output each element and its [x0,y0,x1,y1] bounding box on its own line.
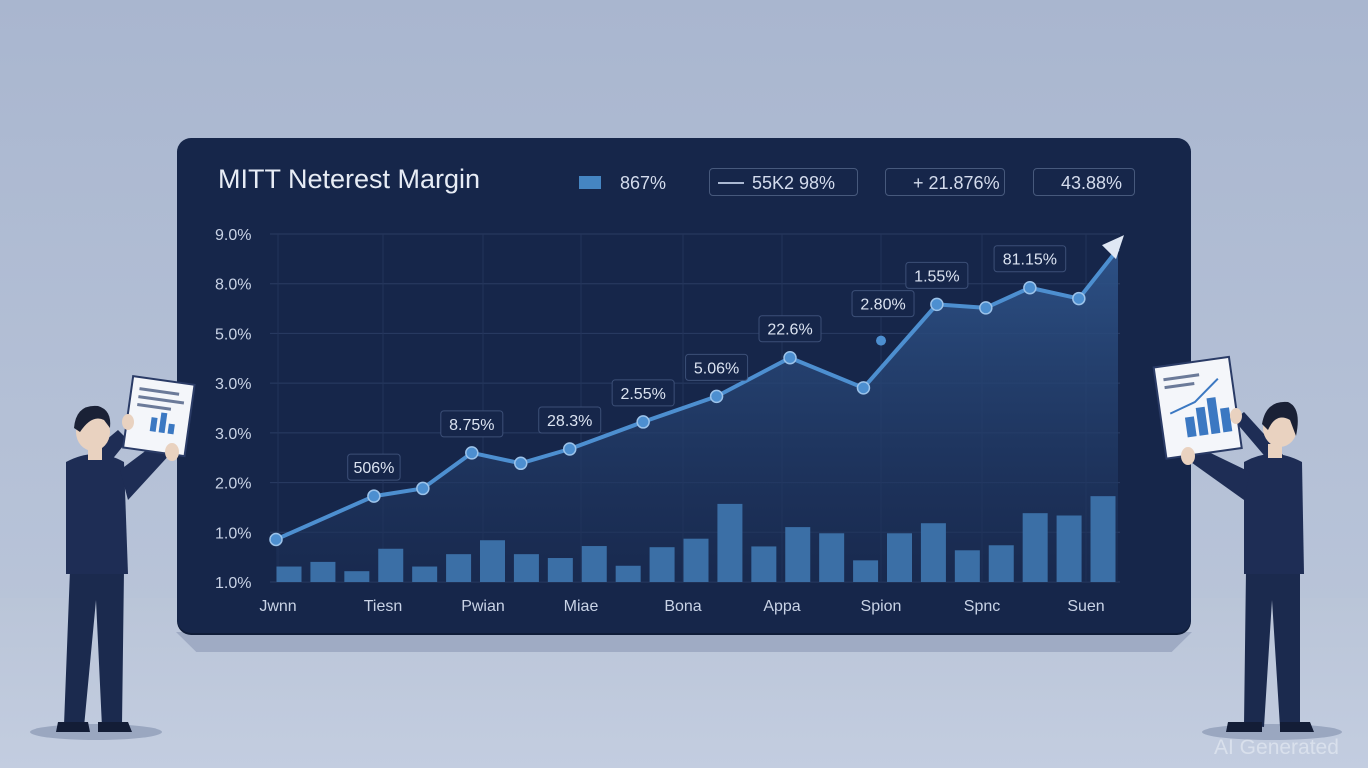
data-label-box [347,453,401,481]
x-tick-label: Bona [664,598,701,615]
data-label: 8.75% [449,417,494,434]
data-label-box [685,353,749,381]
board-shadow [176,632,1192,652]
bar [954,550,980,582]
bar [988,545,1014,582]
axis-labels: 9.0% 8.0% 5.0% 3.0% 3.0% 2.0% 1.0% 1.0% Jwnn Ties… [215,227,1105,615]
line-point [856,381,871,395]
bar [683,538,709,582]
data-label: 2.55% [620,386,665,403]
bar [920,523,946,582]
data-label-box [440,410,504,438]
line-point [930,297,944,312]
data-label: 1.55% [914,268,959,285]
person-left-illustration [30,375,196,740]
y-tick-label: 9.0% [215,227,251,244]
x-tick-label: Spnc [964,598,1000,615]
chart-title: MITT Neterest Margin [218,164,481,194]
bar [649,547,675,582]
line-point [1023,280,1037,295]
bar-series [276,496,1116,582]
data-label: 22.6% [767,322,812,339]
legend-box-total [1033,168,1135,196]
bar [717,503,743,582]
data-label: 506% [353,460,394,477]
bar [412,566,438,582]
line-point [562,442,577,456]
legend-line-swatch [718,182,744,184]
bar [276,566,302,582]
line-area-fill [276,249,1118,582]
line-point [416,481,430,496]
x-tick-label: Suen [1067,598,1104,615]
data-label: 2.80% [860,297,905,314]
bar [513,554,539,582]
legend-bar-label: 867% [620,173,667,193]
line-point [636,415,650,429]
line-arrowhead [1102,235,1124,260]
bar [887,533,912,582]
bar [751,546,777,582]
line-point [1072,291,1086,306]
line-point [465,446,479,460]
bar [785,527,811,582]
line-point [269,532,283,547]
bar [446,554,472,582]
y-tick-label: 3.0% [215,426,251,443]
line-point [783,350,797,365]
legend-total-label: 43.88% [1061,173,1123,193]
data-label-box [851,290,915,318]
line-point [514,456,528,471]
line-point [979,301,993,315]
x-tick-label: Pwian [461,598,505,615]
bar [480,540,505,582]
bar [378,548,404,582]
data-label-box [538,406,602,434]
legend-bar-swatch [579,176,601,189]
line-point [367,489,381,503]
data-label-box [905,261,969,289]
bar [1090,496,1116,582]
x-tick-label: Jwnn [259,598,296,615]
data-label-box [611,379,675,407]
x-tick-label: Miae [564,598,599,615]
y-tick-label: 1.0% [215,525,251,542]
line-point [709,389,724,404]
legend-change-label: + 21.876% [913,173,1000,193]
y-tick-label: 1.0% [215,575,251,592]
y-tick-label: 5.0% [215,326,251,343]
data-label-box [993,245,1067,273]
bar [853,560,879,582]
bar [581,546,607,582]
bar [344,571,370,582]
bar [615,565,641,582]
person-right-illustration [1152,355,1342,740]
data-label: 81.15% [1003,252,1057,269]
x-tick-label: Spion [861,598,902,615]
legend-box-line [709,168,858,196]
bar [1056,515,1082,582]
bar [819,533,845,582]
y-tick-label: 2.0% [215,476,251,493]
bar [547,558,573,582]
data-label: 5.06% [694,360,739,377]
data-label-box [758,315,822,343]
data-labels: 506% 8.75% 28.3% 2.55% 5.06% 22.6% 1.55% 81.15%… [347,245,1067,481]
line-point [876,335,887,346]
bar [310,561,336,582]
watermark: AI Generated [1214,736,1339,759]
bar [1022,513,1048,582]
y-tick-label: 8.0% [215,277,251,294]
data-label: 28.3% [547,413,592,430]
legend-line-label: 55K2 98% [752,173,836,193]
legend-box-change [885,168,1005,196]
x-tick-label: Appa [763,598,800,615]
x-tick-label: Tiesn [364,598,403,615]
y-tick-label: 3.0% [215,376,251,393]
line-series [269,235,1124,547]
area-fill [276,249,1118,582]
